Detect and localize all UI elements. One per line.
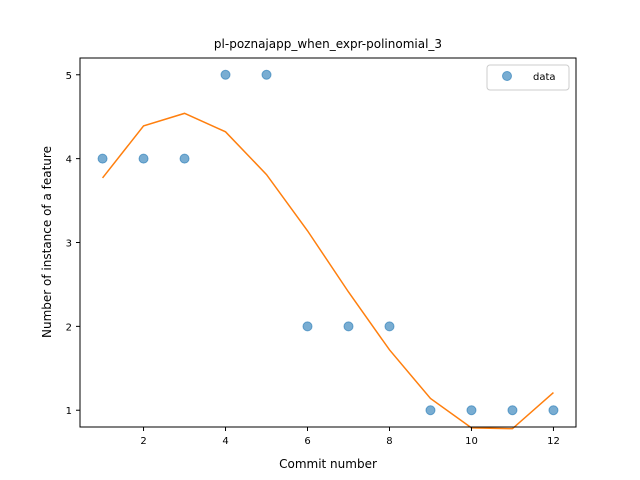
data-point — [220, 69, 231, 80]
data-point — [261, 69, 272, 80]
chart-title: pl-poznajapp_when_expr-polinomial_3 — [214, 37, 442, 51]
y-tick-label: 2 — [66, 322, 72, 333]
legend-box — [486, 64, 570, 91]
y-axis-label: Number of instance of a feature — [40, 146, 54, 338]
y-axis: 1 2 3 4 5 — [66, 71, 80, 417]
x-tick-label: 12 — [547, 436, 560, 447]
data-point — [466, 405, 477, 416]
legend: data — [486, 64, 570, 91]
x-tick-label: 4 — [222, 436, 228, 447]
data-point — [425, 405, 436, 416]
x-tick-label: 10 — [465, 436, 478, 447]
y-tick-label: 3 — [66, 239, 72, 250]
x-tick-label: 8 — [386, 436, 392, 447]
x-tick-label: 2 — [140, 436, 146, 447]
chart-marks — [97, 69, 559, 430]
fit-line — [101, 112, 554, 430]
plot-area — [80, 58, 576, 427]
data-point — [138, 153, 149, 164]
data-point — [302, 321, 313, 332]
data-point — [384, 321, 395, 332]
data-point — [97, 153, 108, 164]
data-point — [507, 405, 518, 416]
x-axis-label: Commit number — [279, 457, 377, 471]
legend-label-data: data — [533, 72, 556, 83]
y-tick-label: 4 — [66, 155, 72, 166]
data-point — [343, 321, 354, 332]
y-tick-label: 1 — [66, 406, 72, 417]
y-tick-label: 5 — [66, 71, 72, 82]
data-point — [548, 405, 559, 416]
x-tick-label: 6 — [304, 436, 310, 447]
legend-marker-data — [502, 71, 512, 81]
data-point — [179, 153, 190, 164]
x-axis: 2 4 6 8 10 12 — [140, 427, 560, 447]
